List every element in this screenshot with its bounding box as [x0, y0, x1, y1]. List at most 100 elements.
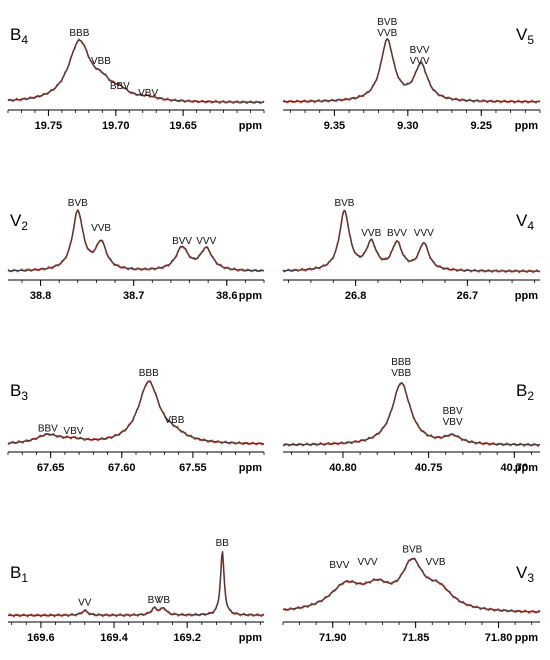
- panel-label-main: B: [10, 25, 21, 44]
- peak-label: BVB: [402, 545, 422, 556]
- spectrum-trace-black: [8, 380, 264, 445]
- panel-label-main: V: [516, 211, 528, 230]
- peak-label: VVV: [410, 56, 430, 67]
- x-tick-label: 9.30: [397, 120, 418, 132]
- x-tick-label: 19.65: [169, 120, 197, 132]
- peak-label: BBV: [443, 406, 463, 417]
- panel-label-main: V: [10, 211, 22, 230]
- x-tick-label: 67.55: [179, 462, 207, 474]
- panel-label-subscript: 3: [21, 389, 28, 403]
- panel-label-main: V: [516, 563, 528, 582]
- panel-label: B4: [10, 25, 28, 47]
- peak-label: VV: [78, 597, 92, 608]
- x-axis-label: ppm: [515, 120, 538, 132]
- x-tick-label: 169.4: [100, 632, 128, 644]
- peak-label: BB: [216, 538, 230, 549]
- spectrum-trace-black: [8, 209, 264, 272]
- x-tick-label: 26.7: [457, 290, 478, 302]
- spectrum-trace-red: [282, 209, 541, 274]
- x-tick-label: 169.2: [173, 632, 201, 644]
- panel-label: B3: [10, 381, 28, 403]
- spectrum-trace-black: [283, 210, 540, 272]
- x-axis-label: ppm: [239, 632, 262, 644]
- x-tick-label: 19.75: [35, 120, 63, 132]
- spectrum-trace-black: [7, 39, 264, 103]
- panel-label-subscript: 2: [21, 219, 28, 233]
- x-tick-label: 38.6: [216, 290, 237, 302]
- peak-label: VVB: [91, 223, 111, 234]
- peak-label: BBB: [139, 368, 159, 379]
- peak-label: VBV: [138, 88, 158, 99]
- spectrum-panel: 67.65 67.60 67.55 ppm BBB VBB BBV VBV B3: [7, 368, 265, 474]
- peak-label: VVV: [358, 557, 378, 568]
- peak-label: BBB: [391, 357, 411, 368]
- x-tick-label: 169.6: [27, 632, 55, 644]
- peak-label: VVV: [414, 228, 434, 239]
- spectrum-trace-red: [282, 557, 541, 614]
- x-tick-label: 67.60: [108, 462, 136, 474]
- spectrum-trace-black: [283, 38, 540, 103]
- peak-label: VBB: [164, 415, 184, 426]
- x-tick-label: 26.8: [345, 290, 366, 302]
- x-tick-label: 71.90: [319, 632, 347, 644]
- peak-label: BBB: [69, 28, 89, 39]
- x-tick-label: 38.7: [123, 290, 144, 302]
- spectrum-trace-red: [7, 550, 265, 618]
- x-axis-label: ppm: [239, 120, 262, 132]
- peak-label: BVB: [68, 198, 88, 209]
- peak-label: BVV: [410, 45, 430, 56]
- spectrum-trace-black: [283, 382, 540, 446]
- spectrum-panel: 19.75 19.70 19.65 ppm BBB VBB BBV VBV B4: [7, 25, 265, 132]
- peak-label: BV: [148, 595, 162, 606]
- x-tick-label: 40.80: [329, 462, 357, 474]
- peak-label: VBB: [391, 368, 411, 379]
- spectrum-trace-black: [282, 557, 540, 613]
- x-axis-label: ppm: [515, 462, 538, 474]
- peak-label: BBV: [110, 81, 130, 92]
- x-axis-label: ppm: [239, 462, 262, 474]
- spectrum-trace-red: [7, 209, 265, 273]
- peak-label: VBV: [63, 426, 83, 437]
- panel-label-subscript: 3: [527, 571, 534, 585]
- peak-label: BVB: [377, 17, 397, 28]
- panel-label: V4: [516, 211, 534, 233]
- panel-label-subscript: 1: [21, 571, 28, 585]
- peak-label: BVV: [172, 236, 192, 247]
- panel-label: B1: [10, 563, 28, 585]
- peak-label: BVB: [334, 198, 354, 209]
- panel-label: V3: [516, 563, 534, 585]
- x-tick-label: 67.65: [37, 462, 65, 474]
- peak-label: VBV: [443, 417, 463, 428]
- x-tick-label: 40.70: [501, 462, 529, 474]
- spectrum-trace-red: [282, 381, 541, 447]
- x-tick-label: 19.70: [102, 120, 130, 132]
- panel-label: V2: [10, 211, 28, 233]
- panel-label: V5: [516, 25, 534, 47]
- x-tick-label: 40.75: [415, 462, 443, 474]
- peak-label: VVV: [196, 236, 216, 247]
- x-tick-label: 9.25: [471, 120, 492, 132]
- panel-label-subscript: 2: [527, 389, 534, 403]
- peak-label: BVV: [387, 228, 407, 239]
- peak-label: VB: [157, 595, 171, 606]
- peak-label: BVV: [329, 560, 349, 571]
- spectrum-panel: 71.90 71.85 71.80 ppm BVB BVV VVV VVB V3: [282, 545, 541, 644]
- peak-label: BBV: [38, 423, 58, 434]
- panel-label-main: B: [10, 381, 21, 400]
- panel-label-subscript: 4: [527, 219, 534, 233]
- x-tick-label: 38.8: [30, 290, 51, 302]
- x-axis-label: ppm: [515, 632, 538, 644]
- peak-label: VVB: [426, 557, 446, 568]
- panel-label-main: V: [516, 25, 528, 44]
- panel-label: B2: [516, 381, 534, 403]
- panel-label-main: B: [516, 381, 527, 400]
- peak-label: VBB: [91, 56, 111, 67]
- spectrum-trace-black: [8, 552, 264, 616]
- peak-label: VVB: [361, 228, 381, 239]
- x-axis-label: ppm: [239, 290, 262, 302]
